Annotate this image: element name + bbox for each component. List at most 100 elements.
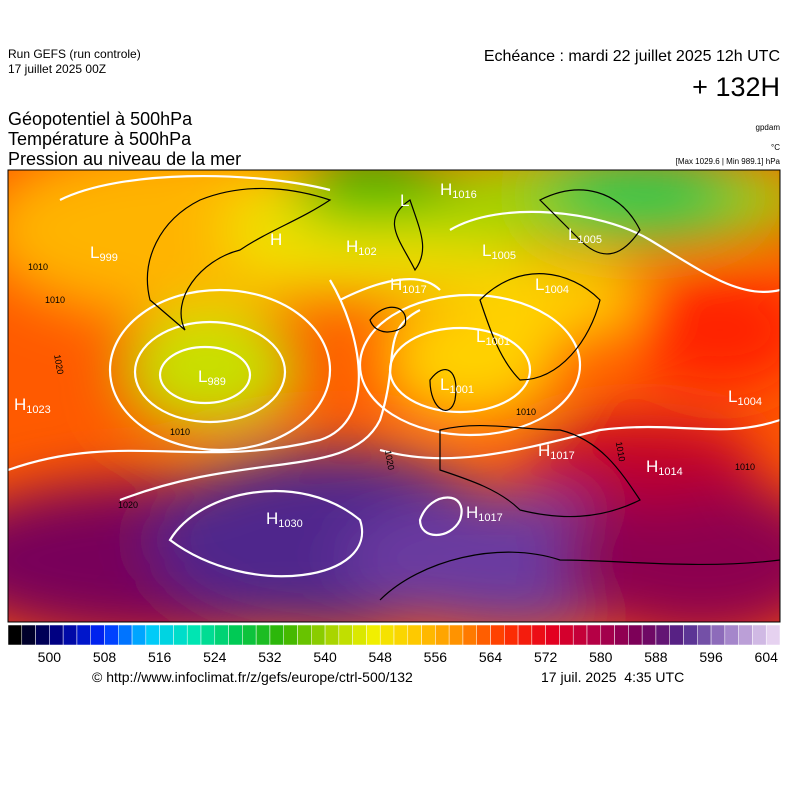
center: L — [400, 191, 409, 210]
colorbar-cell — [765, 624, 781, 646]
colorbar-cell — [641, 624, 657, 646]
center: L1001 — [440, 375, 474, 396]
colorbar-cell — [490, 624, 505, 646]
pressure-centers: L999 H H102 H1017 L H1016 L1005 L1005 L1… — [14, 180, 762, 530]
colorbar-tick-label: 532 — [258, 649, 282, 665]
colorbar-cell — [614, 624, 629, 646]
lead-time: + 132H — [692, 72, 780, 102]
colorbar-cell — [545, 624, 560, 646]
center: H1023 — [14, 395, 51, 416]
contour-label: 1010 — [170, 427, 190, 437]
center: H — [270, 230, 282, 249]
colorbar-cell — [90, 624, 105, 646]
field: Température à 500hPa — [8, 129, 192, 149]
colorbar-cell — [669, 624, 684, 646]
colorbar-cell — [559, 624, 574, 646]
map: L999 H H102 H1017 L H1016 L1005 L1005 L1… — [8, 170, 780, 622]
center: H1017 — [466, 503, 503, 524]
colorbar-cell — [283, 624, 298, 646]
colorbar-tick-label: 596 — [699, 649, 723, 665]
colorbar-cell — [145, 624, 160, 646]
colorbar-tick-label: 508 — [93, 649, 117, 665]
contour-label: 1010 — [45, 295, 65, 305]
colorbar-tick-label: 548 — [369, 649, 393, 665]
center: H1014 — [646, 457, 683, 478]
colorbar-cell — [324, 624, 340, 646]
center: L1004 — [535, 275, 569, 296]
colorbar-cell — [366, 624, 381, 646]
colorbar-cell — [186, 624, 202, 646]
colorbar-tick-label: 564 — [479, 649, 503, 665]
colorbar-cell — [697, 624, 712, 646]
colorbar-cell — [586, 624, 602, 646]
colorbar-tick-label: 540 — [313, 649, 337, 665]
colorbar-cell — [214, 624, 229, 646]
colorbar-cell — [752, 624, 767, 646]
map-frame — [7, 169, 781, 623]
colorbar-cell — [131, 624, 147, 646]
colorbar-cell — [476, 624, 491, 646]
colorbar-cell — [35, 624, 50, 646]
run-date: 17 juillet 2025 00Z — [8, 62, 106, 76]
contour-label: 1020 — [383, 449, 396, 470]
colorbar-cell — [311, 624, 326, 646]
colorbar-cell — [76, 624, 91, 646]
colorbar-tick-label: 524 — [203, 649, 227, 665]
colorbar-cell — [118, 624, 133, 646]
colorbar-cell — [393, 624, 409, 646]
colorbar-tick-label: 516 — [148, 649, 172, 665]
colorbar-cell — [379, 624, 395, 646]
made: 17 juil. 2025 4:35 UTC — [541, 669, 684, 685]
colorbar-tick-label: 556 — [424, 649, 448, 665]
unit: gpdam — [756, 123, 781, 132]
colorbar-cell — [242, 624, 257, 646]
center: L1005 — [568, 225, 602, 246]
center: L999 — [90, 243, 118, 264]
colorbar-tick-label: 604 — [755, 649, 779, 665]
contour-label: 1020 — [52, 354, 65, 375]
colorbar-cell — [600, 624, 615, 646]
colorbar-cell — [655, 624, 670, 646]
unit: [Max 1029.6 | Min 989.1] hPa — [676, 157, 781, 166]
source: © http://www.infoclimat.fr/z/gefs/europe… — [92, 669, 413, 685]
colorbar-cell — [724, 624, 739, 646]
colorbar-tick-label: 588 — [644, 649, 668, 665]
center: L989 — [198, 367, 226, 388]
colorbar-cell — [435, 624, 450, 646]
colorbar-cell — [338, 624, 353, 646]
colorbar-tick-label: 580 — [589, 649, 613, 665]
colorbar-cell — [297, 624, 312, 646]
field: Pression au niveau de la mer — [8, 149, 241, 169]
contour-label: 1020 — [118, 500, 138, 510]
colorbar-cell — [7, 624, 23, 646]
colorbar-cell — [200, 624, 216, 646]
unit: °C — [771, 143, 780, 152]
center: H1017 — [538, 441, 575, 462]
colorbar-cell — [49, 624, 64, 646]
colorbar-cell — [738, 624, 753, 646]
colorbar-cell — [269, 624, 284, 646]
contour-label: 1010 — [28, 262, 48, 272]
center: L1004 — [728, 387, 762, 408]
colorbar-cell — [683, 624, 698, 646]
colorbar-cell — [159, 624, 174, 646]
colorbar: 500 508 516 524 532 540 548 556 564 572 580 588 596 6… — [7, 624, 781, 665]
colorbar-cell — [421, 624, 436, 646]
colorbar-cell — [255, 624, 271, 646]
valid-time: Echéance : mardi 22 juillet 2025 12h UTC — [484, 48, 780, 65]
colorbar-tick-label: 500 — [38, 649, 62, 665]
colorbar-cell — [104, 624, 119, 646]
run: Run GEFS (run controle) — [8, 47, 141, 61]
colorbar-cell — [407, 624, 422, 646]
center: L1005 — [482, 241, 516, 262]
field: Géopotentiel à 500hPa — [8, 109, 193, 129]
colorbar-cell — [462, 624, 477, 646]
center: H1017 — [390, 275, 427, 296]
colorbar-cell — [572, 624, 588, 646]
colorbar-cell — [21, 624, 36, 646]
colorbar-cell — [352, 624, 367, 646]
contour-label: 1010 — [735, 462, 755, 472]
colorbar-cell — [531, 624, 546, 646]
colorbar-cell — [710, 624, 726, 646]
